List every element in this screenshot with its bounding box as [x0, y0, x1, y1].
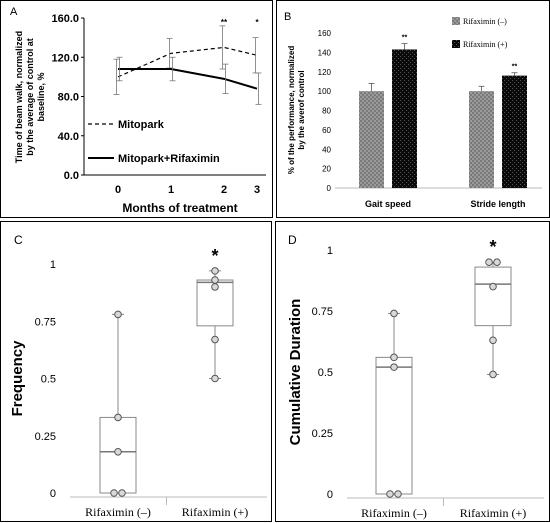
chart-b: 0 20 40 60 80 100 120 140 160 % of the performanc… [287, 17, 542, 209]
x-tick-label-a: 3 [254, 184, 260, 196]
y-tick-label-c: 0.75 [35, 316, 56, 328]
legend-label-mitopark-rifaximin: Mitopark+Rifaximin [118, 153, 220, 165]
chart-d: 0 0.25 0.5 0.75 1 Cumulative Duration Rifaximi… [287, 237, 544, 520]
data-point-c [211, 374, 219, 383]
panel-letter-b: B [284, 11, 291, 23]
legend-label-rifaximin-minus: Rifaximin (–) [463, 17, 507, 26]
y-axis-title-c: Frequency [9, 340, 26, 417]
y-tick-label-a: 120.0 [51, 52, 79, 64]
y-axis-title-a: baseline, % [36, 72, 46, 121]
significance-mark-b: ** [512, 64, 518, 71]
y-tick-label-d: 1 [327, 245, 333, 257]
chart-a: 0.0 40.0 80.0 120.0 160.0 0 1 2 3 Months of treat… [14, 13, 266, 215]
category-label-b: Stride length [470, 199, 525, 209]
y-tick-label-c: 0 [50, 488, 56, 500]
y-tick-label-c: 0.25 [35, 431, 56, 443]
data-point-c [110, 489, 118, 497]
panel-letter-a: A [10, 6, 18, 18]
data-point-c [211, 335, 219, 344]
category-label-b: Gait speed [365, 199, 411, 209]
data-point-d [394, 490, 402, 498]
y-tick-label-a: 80.0 [58, 92, 79, 104]
y-tick-label-d: 0.25 [312, 428, 333, 440]
y-tick-label-a: 40.0 [58, 131, 79, 143]
bar-rifaximin-minus [359, 91, 384, 188]
data-point-c [211, 267, 219, 275]
y-tick-label-b: 0 [327, 184, 332, 193]
data-point-c [114, 413, 122, 422]
y-tick-label-b: 60 [322, 126, 331, 135]
y-axis-title-a: by the average of control at [25, 38, 35, 156]
significance-mark-b: ** [402, 35, 408, 42]
category-label-d: Rifaximin (+) [460, 506, 526, 520]
significance-mark-a: * [255, 18, 259, 27]
data-point-d [489, 336, 497, 345]
data-point-d [390, 353, 398, 362]
significance-mark-a: ** [221, 18, 228, 27]
data-point-d [485, 258, 493, 267]
y-tick-label-b: 140 [318, 48, 332, 57]
y-tick-label-b: 120 [318, 68, 332, 77]
category-label-c: Rifaximin (–) [85, 505, 151, 519]
significance-mark-c: * [211, 246, 218, 266]
y-tick-label-a: 160.0 [51, 13, 79, 25]
series-line-mitopark [117, 46, 258, 78]
panel-letter-c: C [14, 233, 23, 247]
y-tick-label-c: 1 [50, 259, 56, 271]
significance-mark-d: * [489, 237, 496, 257]
data-point-d [493, 258, 501, 267]
y-tick-label-b: 40 [322, 145, 331, 154]
x-tick-label-a: 1 [168, 184, 174, 196]
category-label-c: Rifaximin (+) [182, 505, 248, 519]
bar-rifaximin-plus [392, 49, 417, 188]
x-tick-label-a: 0 [115, 184, 121, 196]
y-axis-title-b: % of the performance, normalized [287, 46, 296, 175]
panel-letter-d: D [288, 233, 297, 247]
data-point-c [114, 447, 122, 456]
data-point-c [211, 283, 219, 291]
category-label-d: Rifaximin (–) [361, 506, 427, 520]
y-tick-label-d: 0.75 [312, 306, 333, 318]
legend-swatch-rifaximin-plus [452, 40, 460, 48]
y-tick-label-a: 0.0 [64, 170, 79, 182]
y-axis-title-d: Cumulative Duration [287, 299, 304, 446]
legend-swatch-rifaximin-minus [452, 17, 460, 25]
box-d [474, 266, 512, 327]
y-tick-label-d: 0.5 [318, 367, 333, 379]
x-axis-title-a: Months of treatment [122, 201, 237, 215]
y-tick-label-b: 80 [322, 107, 331, 116]
y-tick-label-b: 100 [318, 87, 332, 96]
data-point-c [211, 276, 219, 284]
y-axis-title-b: by the averof control [297, 70, 306, 149]
panel-a-frame [0, 0, 273, 218]
bar-rifaximin-plus [502, 75, 527, 188]
data-point-c [114, 310, 122, 319]
legend-label-rifaximin-plus: Rifaximin (+) [463, 40, 508, 49]
legend-label-mitopark: Mitopark [118, 119, 165, 131]
box-d [375, 356, 413, 495]
y-tick-label-d: 0 [327, 489, 333, 501]
y-tick-label-c: 0.5 [41, 374, 56, 386]
y-tick-label-b: 160 [318, 29, 332, 38]
data-point-c [118, 489, 126, 497]
chart-c: 0 0.25 0.5 0.75 1 Frequency Rifaximin (–) Rifax… [9, 246, 267, 519]
y-axis-title-a: Time of beam walk, normalized [14, 31, 24, 163]
data-point-d [390, 309, 398, 318]
panel-c-frame [0, 221, 272, 522]
data-point-d [489, 282, 497, 291]
data-point-d [489, 370, 497, 379]
data-point-d [386, 490, 394, 498]
data-point-d [390, 363, 398, 371]
x-tick-label-a: 2 [221, 184, 227, 196]
series-line-mitopark-rifaximin [118, 68, 258, 90]
y-tick-label-b: 20 [322, 165, 331, 174]
bar-rifaximin-minus [469, 91, 494, 188]
